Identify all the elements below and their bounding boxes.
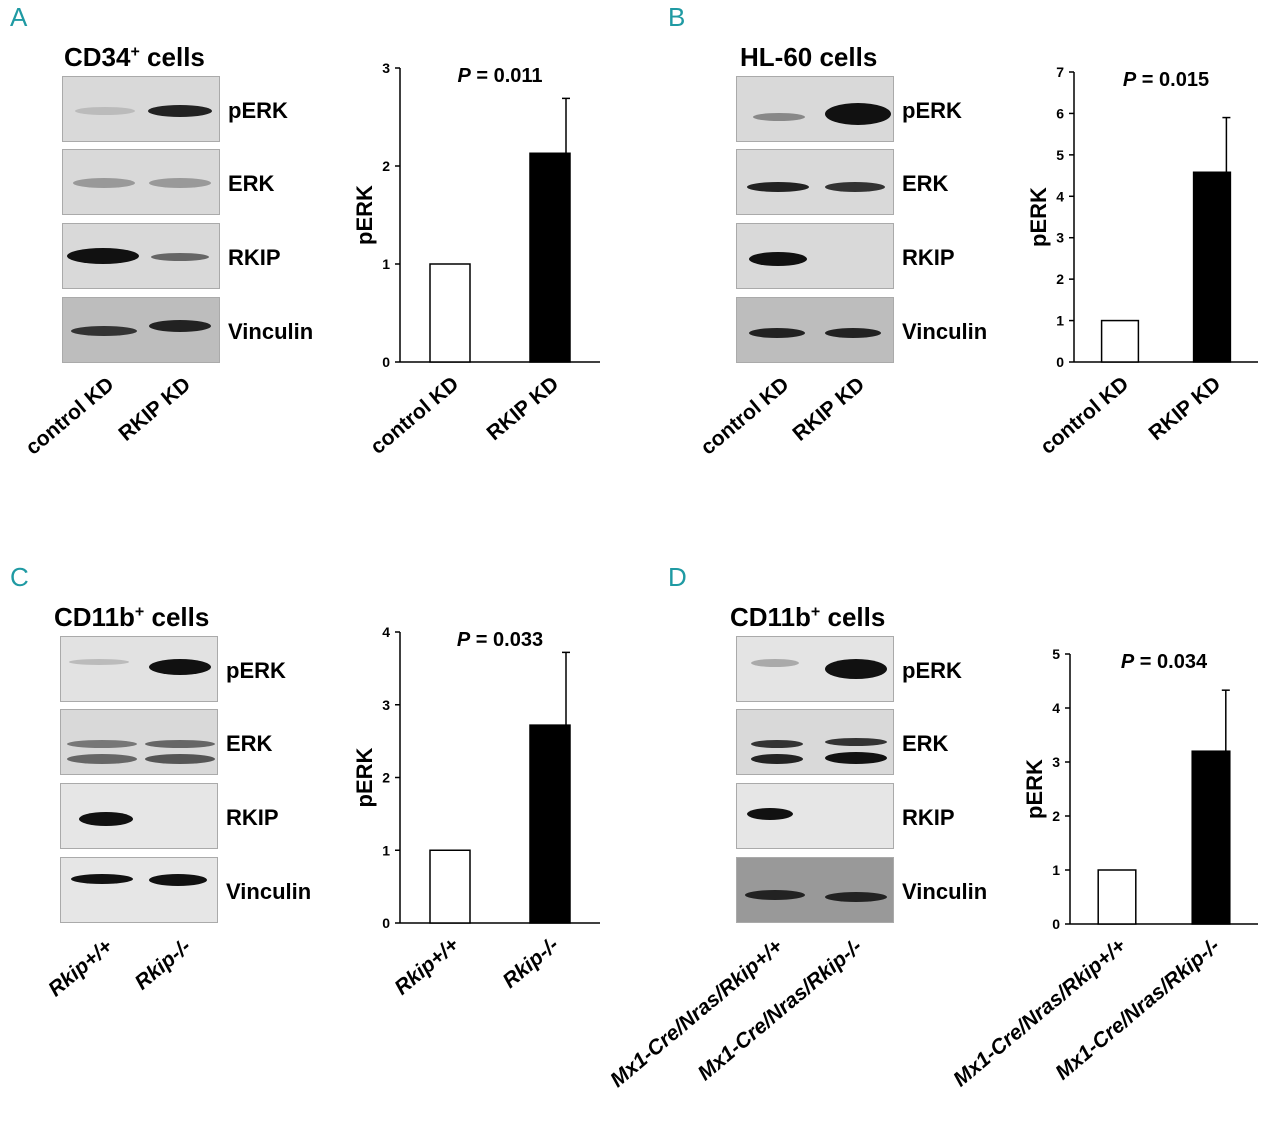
y-tick-label: 2 [1056, 271, 1064, 287]
blot-rkip [736, 223, 894, 289]
bar [429, 849, 471, 924]
y-tick-label: 4 [1052, 700, 1060, 716]
blot-erk [736, 149, 894, 215]
y-tick-label: 3 [382, 60, 390, 76]
y-tick-label: 0 [1052, 916, 1060, 932]
blot-title: CD11b+ cells [730, 602, 886, 632]
y-tick-label: 0 [1056, 354, 1064, 370]
bar [529, 724, 571, 924]
blot-erk [60, 709, 218, 775]
blot-label-perk: pERK [228, 98, 288, 123]
blot-label-vinculin: Vinculin [226, 879, 312, 904]
y-tick-label: 5 [1052, 646, 1060, 662]
x-tick-label: control KD [1036, 372, 1133, 459]
y-tick-label: 0 [382, 354, 390, 370]
bar [1097, 869, 1137, 925]
blot-label-rkip: RKIP [902, 245, 955, 270]
blot-label-erk: ERK [226, 731, 273, 756]
blot-erk [62, 149, 220, 215]
p-value-annotation: P = 0.034 [1121, 651, 1208, 673]
bar-chart: 0 1 2 3 4 pERK Rkip+/+ Rkip-/- P = 0.033 [352, 624, 600, 1000]
blot-label-erk: ERK [902, 731, 949, 756]
y-tick-label: 1 [382, 256, 390, 272]
y-tick-label: 7 [1056, 64, 1064, 80]
blot-label-rkip: RKIP [226, 805, 279, 830]
x-tick-label: control KD [366, 372, 463, 459]
y-axis-label: pERK [1022, 759, 1047, 819]
y-tick-label: 1 [1052, 862, 1060, 878]
y-axis-label: pERK [352, 747, 377, 807]
panel-c: C CD11b+ cells pERK ERK RKIP Vinculin Rk… [0, 560, 640, 1121]
x-tick-label: Mx1-Cre/Nras/Rkip-/- [1051, 934, 1224, 1084]
blot-label-perk: pERK [226, 658, 286, 683]
blot-label-vinculin: Vinculin [228, 319, 314, 344]
x-tick-label: RKIP KD [1145, 372, 1226, 445]
blot-perk [62, 76, 220, 142]
panel-a: A CD34+ cells pERK ERK RKIP Vinculin con… [0, 0, 640, 561]
blot-label-erk: ERK [902, 171, 949, 196]
x-tick-label: RKIP KD [483, 372, 564, 445]
blot-title: CD11b+ cells [54, 602, 210, 632]
bar [1100, 319, 1140, 363]
y-axis-label: pERK [352, 185, 377, 245]
blot-label-vinculin: Vinculin [902, 879, 988, 904]
x-tick-label: Rkip+/+ [390, 933, 463, 999]
blot-perk [736, 76, 894, 142]
bar [529, 152, 571, 363]
panel-b: B HL-60 cells pERK ERK RKIP Vinculin con… [658, 0, 1280, 561]
panel-letter: A [10, 2, 28, 32]
blot-rkip [62, 223, 220, 289]
y-tick-label: 0 [382, 915, 390, 931]
y-tick-label: 2 [382, 770, 390, 786]
blot-label-erk: ERK [228, 171, 275, 196]
blot-label-rkip: RKIP [228, 245, 281, 270]
bar-chart: 0 1 2 3 4 5 6 7 pERK control KD RKIP KD P = 0.015 [1026, 64, 1258, 459]
blot-perk [736, 636, 894, 702]
p-value-annotation: P = 0.015 [1123, 69, 1209, 91]
blot-label-rkip: RKIP [902, 805, 955, 830]
y-tick-label: 3 [1056, 230, 1064, 246]
y-tick-label: 5 [1056, 147, 1064, 163]
panel-d: D CD11b+ cells pERK ERK RKIP Vinculin Mx… [606, 560, 1280, 1121]
blot-rkip [736, 783, 894, 849]
y-tick-label: 4 [1056, 188, 1064, 204]
blot-label-vinculin: Vinculin [902, 319, 986, 344]
y-tick-label: 2 [382, 158, 390, 174]
y-tick-label: 1 [382, 842, 390, 858]
blot-rkip [60, 783, 218, 849]
bar [1191, 750, 1231, 925]
bar-chart: 0 1 2 3 pERK control KD RKIP KD P = 0.011 [352, 60, 600, 459]
blot-vinculin [62, 297, 220, 363]
bar-chart: 0 1 2 3 4 5 pERK Mx1-Cre/Nras/Rkip+/+Mx1-Cre/Nr… [949, 646, 1258, 1091]
y-tick-label: 4 [382, 624, 390, 640]
panel-letter: B [668, 2, 686, 32]
panel-letter: D [668, 562, 687, 592]
x-tick-label: Rkip-/- [498, 933, 563, 993]
y-tick-label: 3 [1052, 754, 1060, 770]
bar [429, 263, 471, 363]
blot-title: CD34+ cells [64, 42, 205, 72]
blot-label-perk: pERK [902, 98, 962, 123]
blot-vinculin [736, 297, 894, 363]
x-tick-label: Mx1-Cre/Nras/Rkip+/+ [949, 934, 1130, 1091]
blot-label-perk: pERK [902, 658, 962, 683]
y-tick-label: 3 [382, 697, 390, 713]
blot-vinculin [736, 857, 894, 923]
blot-perk [60, 636, 218, 702]
p-value-annotation: P = 0.011 [457, 65, 542, 87]
p-value-annotation: P = 0.033 [457, 629, 543, 651]
y-tick-label: 2 [1052, 808, 1060, 824]
blot-title: HL-60 cells [740, 42, 878, 72]
y-tick-label: 1 [1056, 313, 1064, 329]
y-tick-label: 6 [1056, 105, 1064, 121]
bar [1192, 171, 1232, 363]
blot-vinculin [60, 857, 218, 923]
y-axis-label: pERK [1026, 187, 1051, 247]
panel-letter: C [10, 562, 29, 592]
blot-erk [736, 709, 894, 775]
